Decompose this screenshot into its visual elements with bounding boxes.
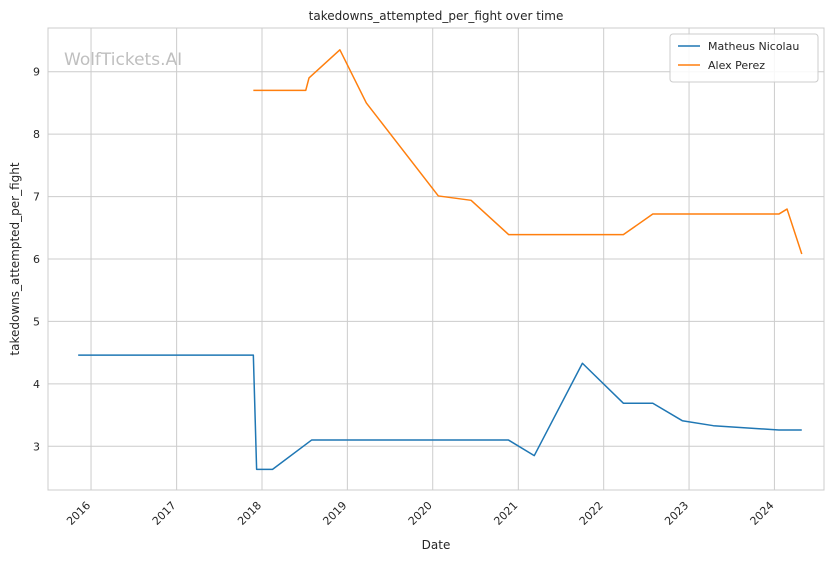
y-tick-label: 7 <box>33 191 40 204</box>
chart-title: takedowns_attempted_per_fight over time <box>309 9 564 23</box>
watermark: WolfTickets.AI <box>64 50 182 70</box>
y-tick-label: 6 <box>33 253 40 266</box>
y-tick-label: 4 <box>33 378 40 391</box>
legend-box <box>669 33 819 83</box>
series-line-1 <box>78 354 802 471</box>
legend-label: Matheus Nicolau <box>708 40 799 53</box>
series-layer <box>78 49 803 471</box>
y-tick-label: 3 <box>33 440 40 453</box>
plot-frame <box>47 27 825 491</box>
grid <box>48 28 824 490</box>
y-tick-label: 9 <box>33 66 40 79</box>
legend: Matheus Nicolau Alex Perez <box>669 33 819 83</box>
y-tick-label: 5 <box>33 315 40 328</box>
y-axis-label: takedowns_attempted_per_fight <box>8 162 22 355</box>
y-tick-labels: 3 4 5 6 7 8 9 <box>33 66 40 454</box>
x-axis-label: Date <box>422 538 451 552</box>
legend-label: Alex Perez <box>708 59 765 72</box>
y-tick-label: 8 <box>33 128 40 141</box>
series-line-2 <box>253 49 803 255</box>
